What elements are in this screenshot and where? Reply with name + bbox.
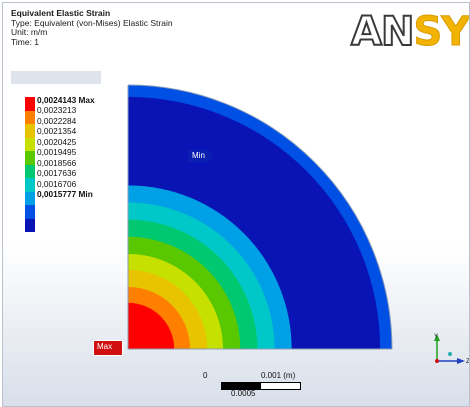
scale-start-label: 0 — [203, 371, 208, 380]
max-probe-label[interactable]: Max — [93, 340, 129, 356]
strain-contour-plot[interactable] — [3, 3, 469, 406]
result-unit: Unit: m/m — [11, 27, 48, 37]
time-bar — [11, 71, 101, 84]
legend-swatch — [25, 151, 35, 165]
legend-label: 0,0020425 — [37, 136, 77, 147]
legend-label: 0,0022284 — [37, 115, 77, 126]
contour-band — [128, 302, 175, 349]
legend-swatch — [25, 124, 35, 138]
legend-label: 0,0016706 — [37, 178, 77, 189]
triad-z-label: Z — [466, 359, 469, 365]
legend-label: 0,0018566 — [37, 157, 77, 168]
result-type: Type: Equivalent (von-Mises) Elastic Str… — [11, 17, 173, 28]
legend-swatch — [25, 137, 35, 151]
min-probe-label[interactable]: Min — [188, 150, 218, 162]
legend-label: 0,0019495 — [37, 147, 77, 158]
legend-swatch — [25, 191, 35, 205]
legend-swatch — [25, 97, 35, 111]
scale-bar-graphic — [221, 382, 301, 390]
scale-end-label: 0.001 (m) — [261, 371, 296, 380]
legend-color-bar — [25, 97, 35, 232]
legend-swatch — [25, 218, 35, 232]
triad-y-label: Y — [434, 334, 438, 340]
scale-bar: 0 0.001 (m) 0.0005 — [203, 371, 313, 405]
legend-label: 0,0015777 Min — [37, 188, 93, 199]
legend-swatch — [25, 164, 35, 178]
legend-swatch — [25, 178, 35, 192]
legend-label: 0,0024143 Max — [37, 95, 95, 105]
legend-label: 0,0017636 — [37, 168, 77, 179]
legend-swatch — [25, 205, 35, 219]
legend-label: 0,0023213 — [37, 105, 77, 116]
legend-swatch — [25, 110, 35, 124]
legend-label: 0,0021354 — [37, 126, 77, 137]
result-time: Time: 1 — [11, 36, 40, 47]
result-title: Equivalent Elastic Strain — [11, 8, 111, 18]
result-title-block: Equivalent Elastic Strain Type: Equivale… — [11, 8, 173, 47]
ansys-logo: ANSYS — [350, 8, 470, 56]
legend-labels: 0,0024143 Max 0,0023213 0,0022284 0,0021354… — [37, 95, 137, 199]
axis-triad[interactable]: Y Z — [423, 331, 469, 371]
scale-mid-label: 0.0005 — [231, 389, 256, 398]
